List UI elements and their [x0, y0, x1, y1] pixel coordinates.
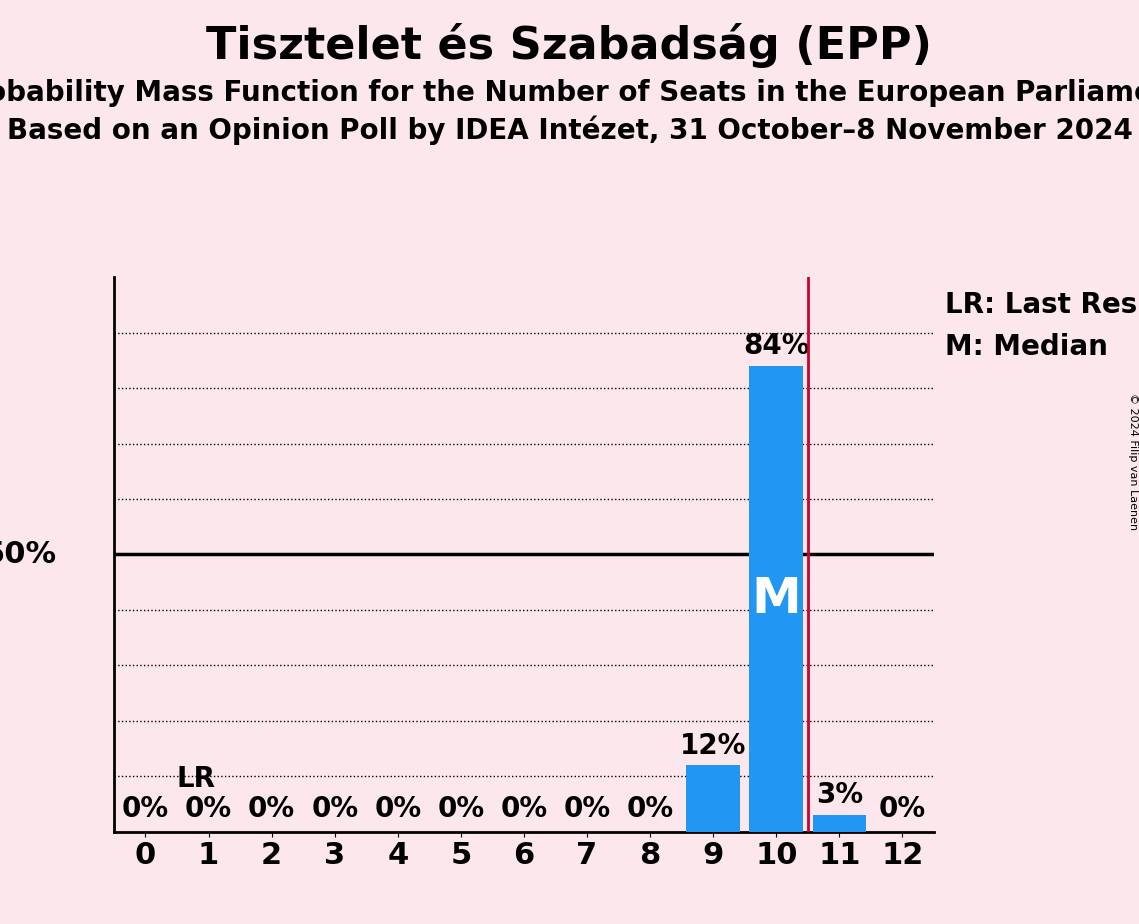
Bar	[687, 765, 740, 832]
Text: 0%: 0%	[500, 796, 548, 823]
Text: 0%: 0%	[564, 796, 611, 823]
Text: M: Median: M: Median	[945, 333, 1108, 360]
Text: 0%: 0%	[122, 796, 169, 823]
Text: 3%: 3%	[816, 782, 863, 809]
Text: LR: Last Result: LR: Last Result	[945, 291, 1139, 319]
Text: 50%: 50%	[0, 540, 57, 569]
Text: 84%: 84%	[743, 333, 810, 360]
Bar	[749, 366, 803, 832]
Bar	[812, 815, 866, 832]
Text: 12%: 12%	[680, 732, 746, 760]
Text: Based on an Opinion Poll by IDEA Intézet, 31 October–8 November 2024: Based on an Opinion Poll by IDEA Intézet…	[7, 116, 1132, 145]
Text: 0%: 0%	[879, 796, 926, 823]
Text: 0%: 0%	[375, 796, 421, 823]
Text: 0%: 0%	[185, 796, 232, 823]
Text: 0%: 0%	[248, 796, 295, 823]
Text: 0%: 0%	[437, 796, 484, 823]
Text: 0%: 0%	[626, 796, 673, 823]
Text: LR: LR	[177, 765, 216, 793]
Text: Probability Mass Function for the Number of Seats in the European Parliament: Probability Mass Function for the Number…	[0, 79, 1139, 106]
Text: © 2024 Filip van Laenen: © 2024 Filip van Laenen	[1129, 394, 1138, 530]
Text: 0%: 0%	[311, 796, 359, 823]
Text: Tisztelet és Szabadság (EPP): Tisztelet és Szabadság (EPP)	[206, 23, 933, 68]
Text: M: M	[752, 575, 801, 623]
